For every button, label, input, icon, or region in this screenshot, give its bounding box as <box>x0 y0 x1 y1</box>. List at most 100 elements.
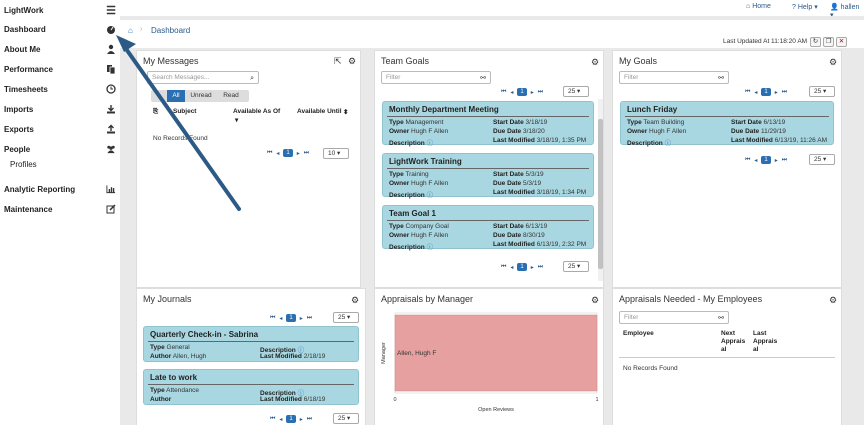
current-page[interactable]: 1 <box>761 88 771 96</box>
column-available-until[interactable]: Available Until <box>297 108 342 115</box>
close-button[interactable]: ✕ <box>836 37 847 47</box>
gear-icon[interactable]: ⚙ <box>591 295 600 305</box>
column-available-as-of[interactable]: Available As Of <box>233 108 281 115</box>
refresh-button[interactable]: ↻ <box>810 37 821 47</box>
filter-input[interactable]: Filter ⚯ <box>381 71 491 84</box>
card-title[interactable]: Lunch Friday <box>627 105 678 114</box>
next-page-icon[interactable]: ▸ <box>530 264 534 271</box>
current-page[interactable]: 1 <box>761 156 771 164</box>
next-page-icon[interactable]: ▸ <box>530 89 534 96</box>
page-size-select[interactable]: 25 ▾ <box>563 86 589 97</box>
prev-page-icon[interactable]: ◂ <box>510 264 514 271</box>
window-button[interactable]: ❐ <box>823 37 834 47</box>
external-link-icon[interactable]: ⇱ <box>334 56 342 66</box>
gear-icon[interactable]: ⚙ <box>829 295 838 305</box>
sidebar-item-dashboard[interactable]: Dashboard <box>4 22 116 36</box>
current-page[interactable]: 1 <box>517 88 527 96</box>
my-goal-card[interactable]: Lunch Friday Type Team Building Owner Hu… <box>620 101 834 147</box>
card-title[interactable]: Monthly Department Meeting <box>389 105 499 114</box>
column-subject[interactable]: Subject <box>173 108 197 115</box>
current-page[interactable]: 1 <box>286 415 296 423</box>
page-size-select[interactable]: 25 ▾ <box>809 86 835 97</box>
first-page-icon[interactable]: ⏮ <box>270 314 276 321</box>
page-size-select[interactable]: 25 ▾ <box>563 261 589 272</box>
filter-input[interactable]: Filter ⚯ <box>619 311 729 324</box>
current-page[interactable]: 1 <box>286 314 296 322</box>
last-page-icon[interactable]: ⏭ <box>303 149 310 156</box>
info-icon[interactable]: ⓘ <box>664 140 672 147</box>
first-page-icon[interactable]: ⏮ <box>270 415 276 422</box>
prev-page-icon[interactable]: ◂ <box>510 89 514 96</box>
current-page[interactable]: 1 <box>517 263 527 271</box>
home-link[interactable]: ⌂ Home <box>746 3 771 10</box>
first-page-icon[interactable]: ⏮ <box>745 88 751 95</box>
prev-page-icon[interactable]: ◂ <box>279 416 283 423</box>
info-icon[interactable]: ⓘ <box>426 244 434 251</box>
gear-icon[interactable]: ⚙ <box>591 57 600 67</box>
first-page-icon[interactable]: ⏮ <box>745 156 751 163</box>
sidebar-item-about-me[interactable]: About Me <box>4 42 116 56</box>
first-page-icon[interactable]: ⏮ <box>267 149 273 156</box>
card-title[interactable]: Quarterly Check-in - Sabrina <box>150 330 259 339</box>
first-page-icon[interactable]: ⏮ <box>501 88 507 95</box>
search-input[interactable]: Search Messages... ⌕ <box>147 71 259 84</box>
page-size-select[interactable]: 25 ▾ <box>333 312 359 323</box>
info-icon[interactable]: ⓘ <box>426 140 434 147</box>
info-icon[interactable]: ⓘ <box>426 192 434 199</box>
column-next-appraisal[interactable]: Next Apprais al <box>721 330 746 353</box>
app-title[interactable]: LightWork ☰ <box>4 3 116 17</box>
binoculars-icon[interactable]: ⚯ <box>718 315 724 322</box>
team-goal-card[interactable]: Team Goal 1 Type Company Goal Owner Hugh… <box>382 205 594 251</box>
last-page-icon[interactable]: ⏭ <box>306 415 313 422</box>
scrollbar[interactable] <box>598 99 603 281</box>
prev-page-icon[interactable]: ◂ <box>276 150 280 157</box>
next-page-icon[interactable]: ▸ <box>296 150 300 157</box>
team-goal-card[interactable]: Monthly Department Meeting Type Manageme… <box>382 101 594 147</box>
last-page-icon[interactable]: ⏭ <box>306 314 313 321</box>
scrollbar-thumb[interactable] <box>598 119 603 269</box>
sidebar-item-performance[interactable]: Performance <box>4 62 116 76</box>
card-title[interactable]: LightWork Training <box>389 157 462 166</box>
last-page-icon[interactable]: ⏭ <box>537 263 544 270</box>
prev-page-icon[interactable]: ◂ <box>279 315 283 322</box>
help-menu[interactable]: ? Help ▾ <box>792 3 818 11</box>
column-last-appraisal[interactable]: Last Apprais al <box>753 330 778 353</box>
team-goal-card[interactable]: LightWork Training Type Training Owner H… <box>382 153 594 199</box>
hamburger-menu-icon[interactable]: ☰ <box>106 4 116 17</box>
first-page-icon[interactable]: ⏮ <box>501 263 507 270</box>
sidebar-item-analytic-reporting[interactable]: Analytic Reporting <box>4 182 116 196</box>
tab-read[interactable]: Read <box>223 92 239 99</box>
tab-unread[interactable]: Unread <box>190 92 212 99</box>
home-icon[interactable]: ⌂ <box>128 26 133 35</box>
tab-all[interactable]: All <box>167 90 185 102</box>
last-page-icon[interactable]: ⏭ <box>781 156 788 163</box>
binoculars-icon[interactable]: ⚯ <box>718 75 724 82</box>
info-icon[interactable]: ⓘ <box>297 347 305 354</box>
gear-icon[interactable]: ⚙ <box>348 56 357 66</box>
gear-icon[interactable]: ⚙ <box>351 295 360 305</box>
gear-icon[interactable]: ⚙ <box>829 57 838 67</box>
sidebar-item-profiles[interactable]: Profiles <box>10 157 110 171</box>
page-size-select[interactable]: 25 ▾ <box>333 413 359 424</box>
next-page-icon[interactable]: ▸ <box>774 89 778 96</box>
next-page-icon[interactable]: ▸ <box>299 416 303 423</box>
filter-input[interactable]: Filter ⚯ <box>619 71 729 84</box>
card-title[interactable]: Late to work <box>150 373 198 382</box>
current-page[interactable]: 1 <box>283 149 293 157</box>
next-page-icon[interactable]: ▸ <box>774 157 778 164</box>
prev-page-icon[interactable]: ◂ <box>754 89 758 96</box>
journal-card[interactable]: Quarterly Check-in - Sabrina Type Genera… <box>143 326 359 362</box>
user-menu[interactable]: 👤 hallen ▾ <box>830 3 864 19</box>
sidebar-item-imports[interactable]: Imports <box>4 102 116 116</box>
page-size-select[interactable]: 25 ▾ <box>809 154 835 165</box>
journal-card[interactable]: Late to work Type Attendance Author Desc… <box>143 369 359 405</box>
info-icon[interactable]: ⓘ <box>297 390 305 397</box>
sidebar-item-exports[interactable]: Exports <box>4 122 116 136</box>
search-icon[interactable]: ⌕ <box>250 75 254 82</box>
prev-page-icon[interactable]: ◂ <box>754 157 758 164</box>
page-size-select[interactable]: 10 ▾ <box>323 148 349 159</box>
sidebar-item-people[interactable]: People <box>4 142 116 156</box>
sidebar-item-timesheets[interactable]: Timesheets <box>4 82 116 96</box>
last-page-icon[interactable]: ⏭ <box>781 88 788 95</box>
binoculars-icon[interactable]: ⚯ <box>480 75 486 82</box>
